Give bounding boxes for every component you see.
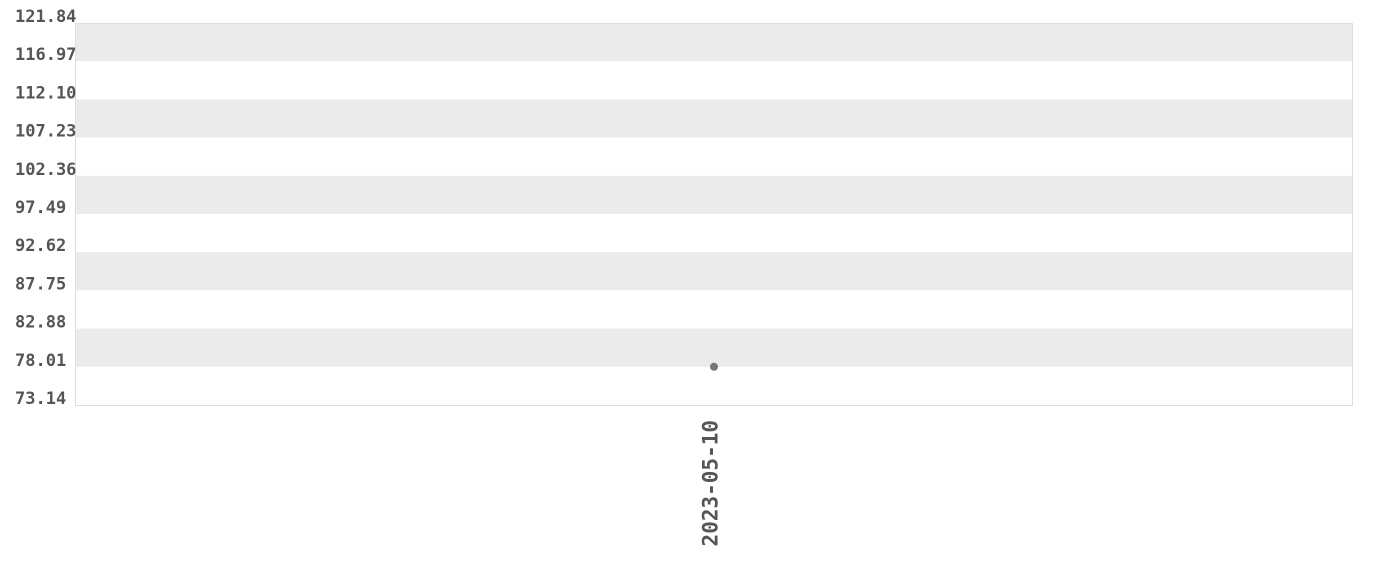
grid-band <box>75 23 1352 62</box>
y-tick-label: 112.10 <box>15 83 76 103</box>
y-tick-label: 87.75 <box>15 274 66 294</box>
data-point[interactable] <box>710 362 718 371</box>
y-tick-label: 107.23 <box>15 122 76 142</box>
y-tick-label: 97.49 <box>15 198 66 218</box>
grid-band <box>75 99 1352 138</box>
y-tick-label: 82.88 <box>15 313 66 333</box>
y-axis: 73.14 78.01 82.88 87.75 92.62 97.49 102.36 107.… <box>15 7 76 409</box>
grid-band <box>75 252 1352 291</box>
y-tick-label: 102.36 <box>15 160 76 180</box>
y-tick-label: 116.97 <box>15 45 76 65</box>
y-tick-label: 92.62 <box>15 236 66 256</box>
x-tick-label: 2023-05-10 <box>699 420 723 546</box>
x-axis: 2023-05-10 <box>699 420 723 546</box>
grid-band <box>75 175 1352 214</box>
y-tick-label: 73.14 <box>15 389 66 409</box>
y-tick-label: 121.84 <box>15 7 76 27</box>
grid-band <box>75 328 1352 367</box>
y-tick-label: 78.01 <box>15 351 66 371</box>
plot-border <box>75 23 1353 406</box>
points <box>710 362 718 371</box>
grid-bands <box>75 23 1352 367</box>
